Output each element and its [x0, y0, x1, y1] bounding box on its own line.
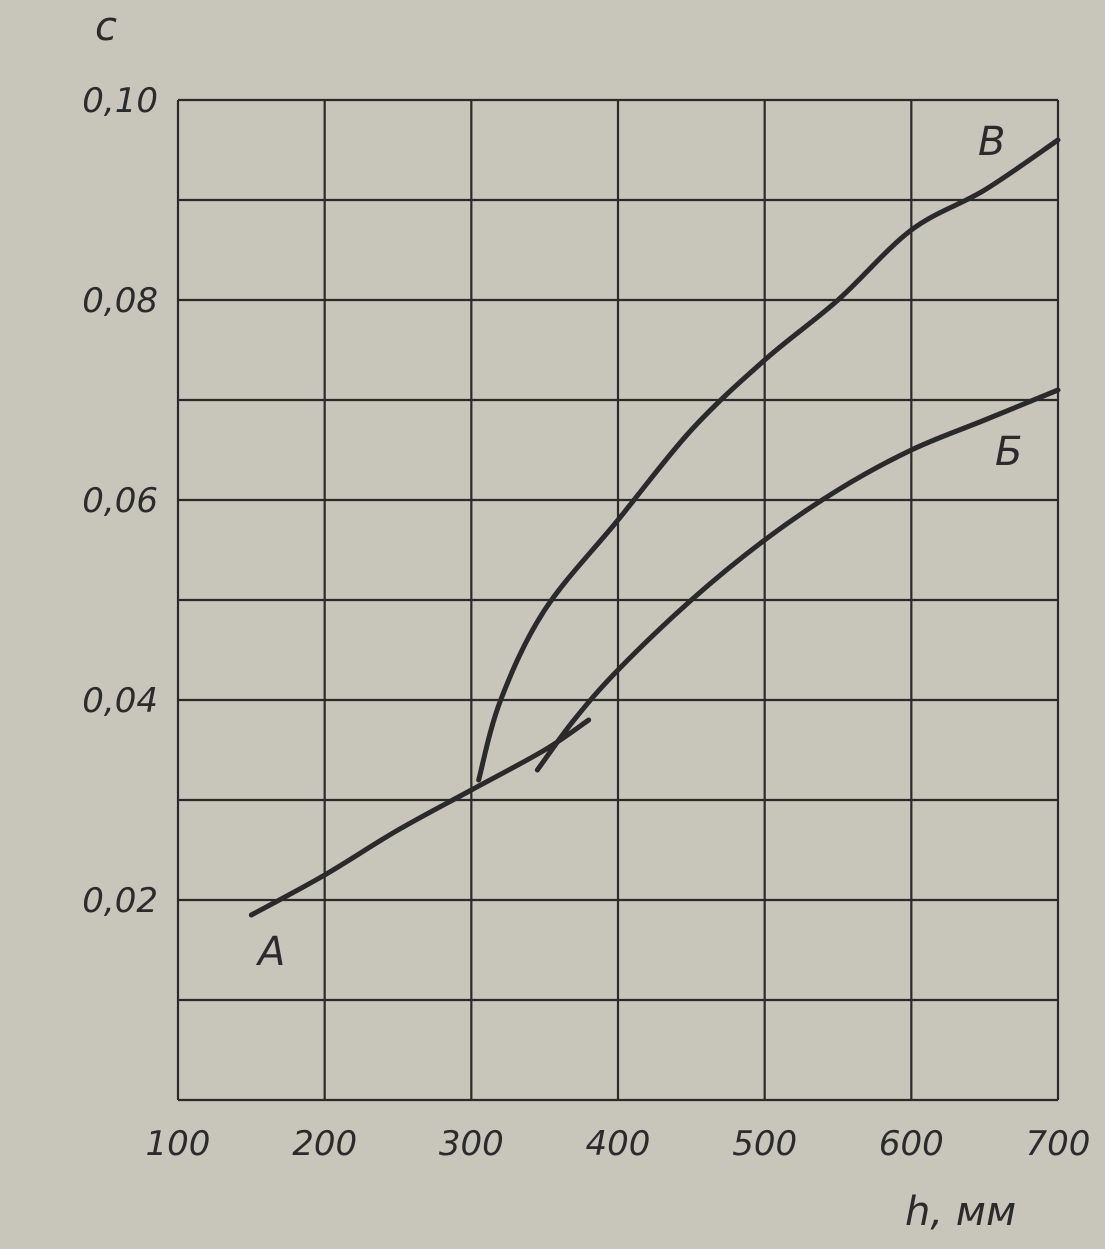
- x-tick-label: 200: [292, 1124, 357, 1164]
- series-line-3: [476, 137, 1061, 783]
- x-tick-label: 700: [1026, 1124, 1091, 1164]
- series-label-v: В: [978, 119, 1005, 165]
- y-axis-label: c: [95, 4, 117, 50]
- x-tick-label: 400: [586, 1124, 651, 1164]
- x-tick-label: 500: [732, 1124, 797, 1164]
- series-group: [248, 137, 1061, 918]
- y-tick-label: 0,06: [82, 481, 158, 521]
- grid: [176, 98, 1060, 1102]
- series-label-a: А: [255, 929, 285, 975]
- y-tick-label: 0,10: [82, 81, 158, 121]
- series-line-2: [534, 387, 1061, 773]
- y-tick-label: 0,04: [82, 681, 158, 721]
- tick-labels: 100 200 300 400 500 600 700 0,02 0,04 0,06 0,08 0,1…: [82, 81, 1090, 1164]
- x-tick-label: 300: [439, 1124, 504, 1164]
- series-line-1: [248, 717, 592, 918]
- series-label-b: Б: [995, 429, 1022, 475]
- y-tick-label: 0,02: [82, 881, 158, 921]
- x-tick-label: 100: [146, 1124, 211, 1164]
- y-tick-label: 0,08: [82, 281, 158, 321]
- x-axis-label: h, мм: [905, 1189, 1016, 1235]
- x-tick-label: 600: [879, 1124, 944, 1164]
